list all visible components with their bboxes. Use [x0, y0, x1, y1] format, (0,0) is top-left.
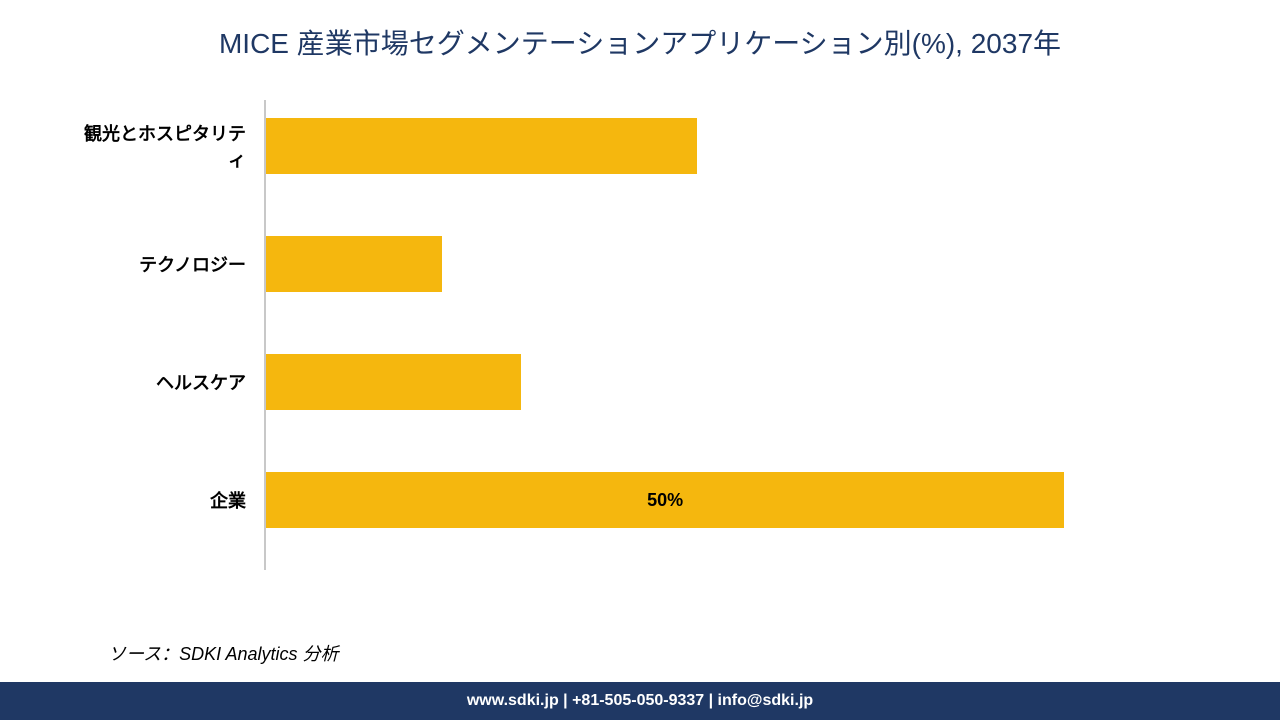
source-prefix: ソース： [108, 644, 179, 664]
bar-value-label: 50% [266, 472, 1064, 528]
source-citation: ソース：SDKI Analytics 分析 [108, 640, 338, 666]
category-label: テクノロジー [70, 251, 260, 277]
category-label: 観光とホスピタリティ [70, 120, 260, 172]
bar-row: 企業50% [70, 472, 1150, 528]
footer-text: www.sdki.jp | +81-505-050-9337 | info@sd… [467, 692, 813, 710]
bar-track [260, 236, 1150, 292]
category-label: ヘルスケア [70, 369, 260, 395]
category-label: 企業 [70, 487, 260, 513]
bar-row: ヘルスケア [70, 354, 1150, 410]
bar [266, 354, 521, 410]
bar-track: 50% [260, 472, 1150, 528]
footer-bar: www.sdki.jp | +81-505-050-9337 | info@sd… [0, 682, 1280, 720]
bar-track [260, 354, 1150, 410]
bar-track [260, 118, 1150, 174]
chart-title: MICE 産業市場セグメンテーションアプリケーション別(%), 2037年 [0, 22, 1280, 62]
source-text: SDKI Analytics 分析 [179, 644, 338, 664]
bar [266, 236, 442, 292]
bar-row: 観光とホスピタリティ [70, 118, 1150, 174]
bar-row: テクノロジー [70, 236, 1150, 292]
slide: MICE 産業市場セグメンテーションアプリケーション別(%), 2037年 観光… [0, 0, 1280, 720]
bar [266, 118, 697, 174]
chart-area: 観光とホスピタリティテクノロジーヘルスケア企業50% [70, 100, 1150, 610]
